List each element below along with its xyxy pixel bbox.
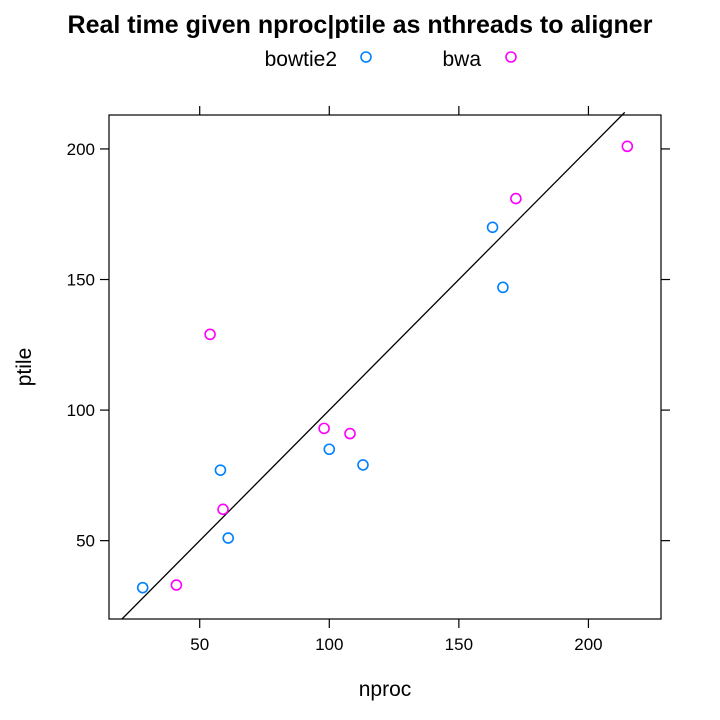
axes: 50 100 150 200 50 100 150 200 xyxy=(67,106,670,654)
x-tick-label-50: 50 xyxy=(190,635,209,654)
point-bwa-2 xyxy=(217,503,229,516)
point-bowtie2-5 xyxy=(486,221,499,234)
legend-marker-bwa xyxy=(505,51,517,63)
point-bowtie2-4 xyxy=(357,459,369,471)
point-bowtie2-0 xyxy=(136,581,149,594)
legend-label-bwa: bwa xyxy=(442,48,481,71)
x-axis-title: nproc xyxy=(359,678,412,701)
point-bwa-3 xyxy=(318,422,330,435)
point-bowtie2-3 xyxy=(323,443,336,456)
y-tick-label-100: 100 xyxy=(67,401,95,420)
y-tick-label-200: 200 xyxy=(67,140,95,159)
point-bowtie2-2 xyxy=(222,532,235,544)
reference-line-group xyxy=(121,111,626,620)
point-bwa-0 xyxy=(170,579,183,591)
y-tick-label-50: 50 xyxy=(76,532,95,551)
legend-marker-bowtie2 xyxy=(360,51,372,63)
data-points xyxy=(136,140,634,594)
point-bwa-5 xyxy=(510,192,522,205)
point-bwa-6 xyxy=(621,140,634,153)
plot-frame xyxy=(108,114,662,620)
x-tick-label-150: 150 xyxy=(445,635,473,654)
y-axis-title: ptile xyxy=(13,348,36,387)
legend-label-bowtie2: bowtie2 xyxy=(265,48,337,71)
point-bwa-1 xyxy=(204,328,216,341)
point-bwa-4 xyxy=(344,427,356,440)
point-bowtie2-1 xyxy=(214,464,227,476)
reference-line xyxy=(121,111,626,620)
x-tick-label-200: 200 xyxy=(574,635,602,654)
x-tick-label-100: 100 xyxy=(315,635,343,654)
chart-title: Real time given nproc|ptile as nthreads … xyxy=(68,11,653,39)
y-tick-label-150: 150 xyxy=(67,271,95,290)
legend: bowtie2 bwa xyxy=(265,48,517,71)
point-bowtie2-6 xyxy=(497,281,509,294)
